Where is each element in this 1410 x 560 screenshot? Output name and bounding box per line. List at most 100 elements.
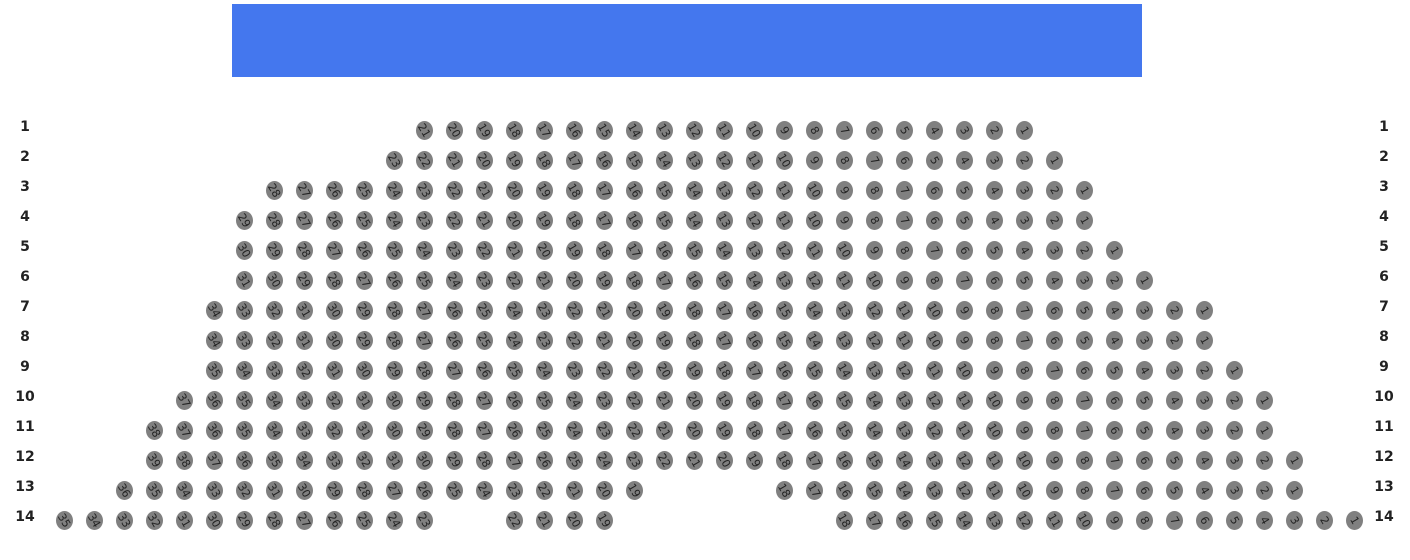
seat[interactable]: 21: [535, 270, 553, 290]
seat[interactable]: 21: [655, 420, 673, 440]
seat[interactable]: 5: [955, 180, 973, 200]
seat[interactable]: 5: [1135, 390, 1153, 410]
seat[interactable]: 20: [565, 270, 583, 290]
seat[interactable]: 19: [685, 360, 703, 380]
seat[interactable]: 25: [535, 420, 553, 440]
seat[interactable]: 3: [1195, 420, 1213, 440]
seat[interactable]: 19: [565, 240, 583, 260]
seat[interactable]: 34: [175, 480, 193, 500]
seat[interactable]: 20: [565, 510, 583, 530]
seat[interactable]: 9: [1045, 450, 1063, 470]
seat[interactable]: 23: [475, 270, 493, 290]
seat[interactable]: 16: [745, 330, 763, 350]
seat[interactable]: 34: [205, 300, 223, 320]
seat[interactable]: 27: [505, 450, 523, 470]
seat[interactable]: 23: [625, 450, 643, 470]
seat[interactable]: 33: [325, 450, 343, 470]
seat[interactable]: 24: [415, 240, 433, 260]
seat[interactable]: 11: [925, 360, 943, 380]
seat[interactable]: 22: [565, 330, 583, 350]
seat[interactable]: 27: [385, 480, 403, 500]
seat[interactable]: 37: [175, 420, 193, 440]
seat[interactable]: 18: [685, 330, 703, 350]
seat[interactable]: 18: [715, 360, 733, 380]
seat[interactable]: 23: [505, 480, 523, 500]
seat[interactable]: 30: [415, 450, 433, 470]
seat[interactable]: 29: [325, 480, 343, 500]
seat[interactable]: 29: [235, 210, 253, 230]
seat[interactable]: 27: [415, 300, 433, 320]
seat[interactable]: 6: [1135, 480, 1153, 500]
seat[interactable]: 25: [355, 210, 373, 230]
seat[interactable]: 29: [445, 450, 463, 470]
seat[interactable]: 7: [1075, 420, 1093, 440]
seat[interactable]: 13: [655, 120, 673, 140]
seat[interactable]: 2: [1315, 510, 1333, 530]
seat[interactable]: 8: [1075, 450, 1093, 470]
seat[interactable]: 7: [895, 180, 913, 200]
seat[interactable]: 7: [895, 210, 913, 230]
seat[interactable]: 34: [265, 420, 283, 440]
seat[interactable]: 34: [295, 450, 313, 470]
seat[interactable]: 30: [235, 240, 253, 260]
seat[interactable]: 24: [475, 480, 493, 500]
seat[interactable]: 17: [655, 270, 673, 290]
seat[interactable]: 14: [685, 210, 703, 230]
seat[interactable]: 3: [1135, 300, 1153, 320]
seat[interactable]: 4: [1165, 390, 1183, 410]
seat[interactable]: 32: [265, 330, 283, 350]
seat[interactable]: 16: [835, 450, 853, 470]
seat[interactable]: 16: [595, 150, 613, 170]
seat[interactable]: 18: [775, 450, 793, 470]
seat[interactable]: 2: [1165, 300, 1183, 320]
seat[interactable]: 32: [235, 480, 253, 500]
seat[interactable]: 26: [325, 510, 343, 530]
seat[interactable]: 14: [835, 360, 853, 380]
seat[interactable]: 2: [1255, 480, 1273, 500]
seat[interactable]: 29: [295, 270, 313, 290]
seat[interactable]: 3: [1225, 450, 1243, 470]
seat[interactable]: 4: [1135, 360, 1153, 380]
seat[interactable]: 33: [205, 480, 223, 500]
seat[interactable]: 6: [1105, 390, 1123, 410]
seat[interactable]: 16: [835, 480, 853, 500]
seat[interactable]: 18: [835, 510, 853, 530]
seat[interactable]: 33: [115, 510, 133, 530]
seat[interactable]: 12: [925, 420, 943, 440]
seat[interactable]: 16: [745, 300, 763, 320]
seat[interactable]: 31: [295, 300, 313, 320]
seat[interactable]: 6: [1075, 360, 1093, 380]
seat[interactable]: 4: [1045, 270, 1063, 290]
seat[interactable]: 22: [505, 510, 523, 530]
seat[interactable]: 18: [565, 180, 583, 200]
seat[interactable]: 12: [925, 390, 943, 410]
seat[interactable]: 24: [445, 270, 463, 290]
seat[interactable]: 33: [265, 360, 283, 380]
seat[interactable]: 18: [745, 420, 763, 440]
seat[interactable]: 7: [1105, 480, 1123, 500]
seat[interactable]: 15: [715, 270, 733, 290]
seat[interactable]: 22: [655, 450, 673, 470]
seat[interactable]: 27: [415, 330, 433, 350]
seat[interactable]: 13: [835, 330, 853, 350]
seat[interactable]: 20: [625, 300, 643, 320]
seat[interactable]: 29: [415, 420, 433, 440]
seat[interactable]: 21: [595, 300, 613, 320]
seat[interactable]: 15: [835, 420, 853, 440]
seat[interactable]: 14: [895, 480, 913, 500]
seat[interactable]: 1: [1255, 420, 1273, 440]
seat[interactable]: 2: [1225, 390, 1243, 410]
seat[interactable]: 13: [925, 480, 943, 500]
seat[interactable]: 22: [625, 390, 643, 410]
seat[interactable]: 10: [1075, 510, 1093, 530]
seat[interactable]: 20: [685, 390, 703, 410]
seat[interactable]: 16: [655, 240, 673, 260]
seat[interactable]: 31: [325, 360, 343, 380]
seat[interactable]: 11: [775, 180, 793, 200]
seat[interactable]: 17: [595, 180, 613, 200]
seat[interactable]: 25: [445, 480, 463, 500]
seat[interactable]: 19: [655, 330, 673, 350]
seat[interactable]: 5: [1105, 360, 1123, 380]
seat[interactable]: 26: [385, 270, 403, 290]
seat[interactable]: 7: [1075, 390, 1093, 410]
